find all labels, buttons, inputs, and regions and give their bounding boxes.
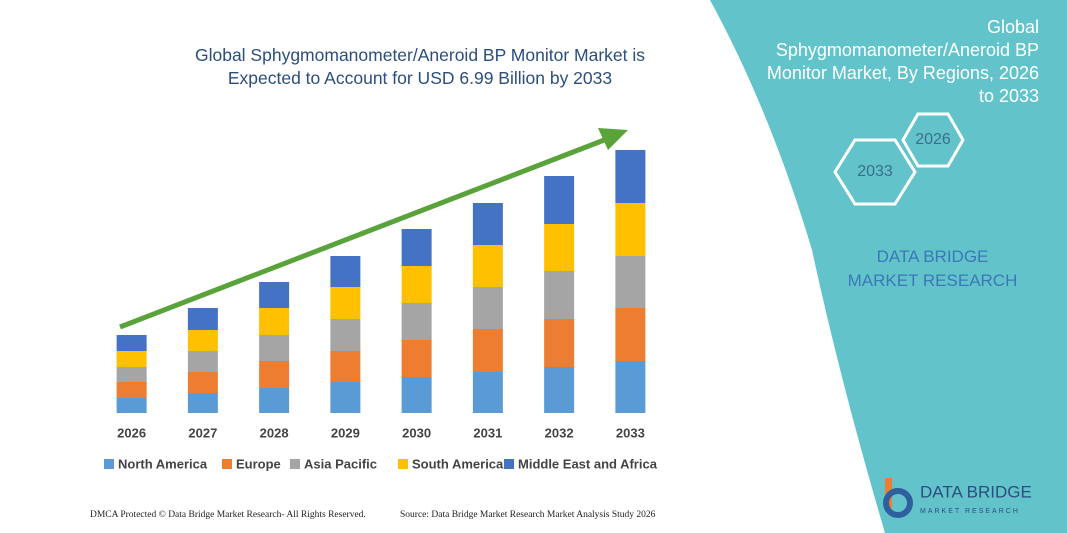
x-tick-label: 2032 xyxy=(545,425,574,440)
bar-segment xyxy=(615,308,646,361)
x-tick-label: 2026 xyxy=(117,425,146,440)
trend-arrow xyxy=(119,134,613,330)
bar-segment xyxy=(472,203,503,245)
hexagon xyxy=(833,138,917,206)
bar-segment xyxy=(401,266,432,303)
bar-segment xyxy=(544,271,575,319)
bar-segment xyxy=(187,372,218,393)
bar-segment xyxy=(330,351,361,382)
bar-segment xyxy=(116,351,147,367)
bar-segment xyxy=(187,308,218,330)
bar-segment xyxy=(544,224,575,271)
bar-segment xyxy=(116,367,147,382)
legend-label: North America xyxy=(118,456,208,471)
bar-segment xyxy=(116,382,147,398)
bar-segment xyxy=(401,377,432,413)
bar-segment xyxy=(116,398,147,413)
bar-segment xyxy=(615,256,646,308)
bar-segment xyxy=(330,319,361,351)
bar-segment xyxy=(116,335,147,351)
legend-label: Middle East and Africa xyxy=(518,456,658,471)
bar-segment xyxy=(615,203,646,256)
x-tick-label: 2030 xyxy=(402,425,431,440)
bar-segment xyxy=(472,329,503,372)
legend-swatch xyxy=(290,459,300,469)
bar-segment xyxy=(187,330,218,351)
bar-segment xyxy=(544,176,575,224)
x-tick-label: 2027 xyxy=(188,425,217,440)
bar-segment xyxy=(544,319,575,367)
trend-arrow-head xyxy=(598,128,628,150)
bar-segment xyxy=(259,308,290,335)
footer-left: DMCA Protected © Data Bridge Market Rese… xyxy=(90,509,366,520)
bar-segment xyxy=(187,351,218,372)
bar-segment xyxy=(401,340,432,377)
bar-segment xyxy=(330,287,361,319)
chart-title: Global Sphygmomanometer/Aneroid BP Monit… xyxy=(194,45,646,88)
legend-swatch xyxy=(398,459,408,469)
logo-icon xyxy=(883,478,913,518)
x-tick-label: 2028 xyxy=(260,425,289,440)
bar-segment xyxy=(615,150,646,203)
side-panel xyxy=(710,0,1067,533)
hexagon-label: 2033 xyxy=(857,163,893,180)
brand: DATA BRIDGE MARKET RESEARCH xyxy=(847,247,1018,290)
bar-segment xyxy=(330,382,361,413)
bar-segment xyxy=(401,303,432,340)
legend-swatch xyxy=(222,459,232,469)
bar-segment xyxy=(330,256,361,287)
legend-swatch xyxy=(104,459,114,469)
bar-segment xyxy=(259,388,290,413)
bar-segment xyxy=(544,367,575,413)
hexagon-label: 2026 xyxy=(915,131,951,148)
x-tick-label: 2031 xyxy=(473,425,502,440)
logo-name: DATA BRIDGE xyxy=(920,482,1032,501)
bar-segment xyxy=(401,229,432,266)
bar-segment xyxy=(187,393,218,413)
x-tick-label: 2029 xyxy=(331,425,360,440)
bar-segment xyxy=(615,361,646,413)
bar-segment xyxy=(472,245,503,287)
bar-segment xyxy=(259,361,290,388)
hexagon xyxy=(901,112,965,168)
legend-swatch xyxy=(504,459,514,469)
logo-tagline: MARKET RESEARCH xyxy=(920,508,1020,515)
legend-label: Asia Pacific xyxy=(304,456,377,471)
footer-right: Source: Data Bridge Market Research Mark… xyxy=(400,510,656,520)
panel-title: Global Sphygmomanometer/Aneroid BP Monit… xyxy=(766,17,1039,106)
bar-segment xyxy=(472,287,503,329)
bar-segment xyxy=(259,282,290,308)
bar-segment xyxy=(472,372,503,413)
legend-label: South America xyxy=(412,456,504,471)
bar-segment xyxy=(259,335,290,361)
x-tick-label: 2033 xyxy=(616,425,645,440)
legend-label: Europe xyxy=(236,456,281,471)
